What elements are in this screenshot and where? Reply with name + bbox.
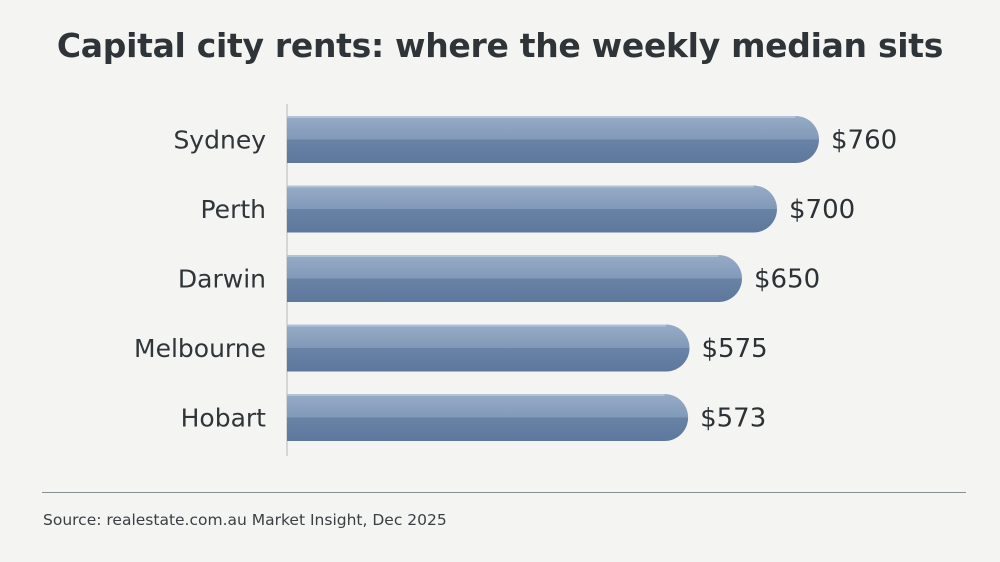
bar-highlight [287, 116, 796, 118]
bar-highlight [287, 394, 665, 396]
bar-highlight [287, 324, 666, 327]
category-label: Perth [201, 195, 267, 224]
chart-title: Capital city rents: where the weekly med… [56, 26, 944, 65]
source-note: Source: realestate.com.au Market Insight… [43, 511, 447, 529]
bar-sydney [287, 116, 819, 163]
category-label: Sydney [173, 126, 266, 155]
bars-layer: Sydney $760 Perth $700 Darwin $650 Melbourne $5… [134, 116, 897, 441]
bar-melbourne [287, 324, 690, 372]
divider [42, 492, 966, 493]
category-label: Melbourne [134, 334, 266, 363]
bar-highlight [287, 255, 719, 257]
bar-hobart [287, 394, 689, 441]
bar-darwin [287, 255, 742, 302]
bar-highlight [287, 185, 754, 188]
value-label: $700 [789, 195, 855, 225]
value-label: $573 [700, 404, 766, 434]
bar-perth [287, 185, 777, 233]
category-label: Darwin [178, 265, 266, 294]
category-label: Hobart [181, 404, 267, 433]
value-label: $650 [754, 265, 820, 295]
value-label: $575 [702, 334, 768, 364]
value-label: $760 [831, 126, 897, 156]
